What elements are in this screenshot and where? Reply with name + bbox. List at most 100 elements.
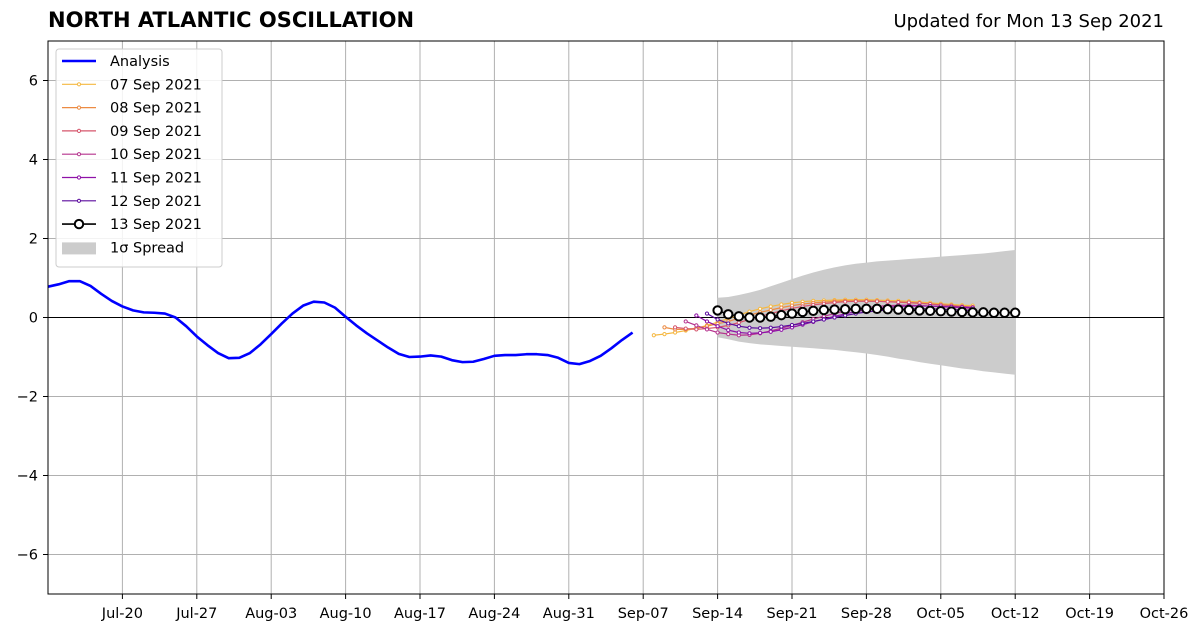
forecast-point [850,303,861,315]
forecast-point [818,304,830,316]
x-tick-label: Sep-28 [841,606,892,622]
forecast-point [712,305,723,316]
forecast-point [832,315,837,320]
forecast-point [736,330,741,335]
x-tick-label: Oct-05 [916,606,965,622]
legend-entry: 11 Sep 2021 [62,171,202,187]
legend-entry: 12 Sep 2021 [62,194,202,210]
forecast-point [786,308,798,319]
legend-entry: 10 Sep 2021 [62,147,202,163]
forecast-point [789,322,795,328]
y-tick-label: 6 [29,74,38,90]
legend-marker [76,128,82,133]
legend-entry: Analysis [62,54,170,70]
forecast-point [843,313,848,318]
forecast-point [839,304,851,315]
forecast-point [914,305,925,316]
forecast-point [1010,307,1021,318]
y-tick-label: −6 [17,548,38,564]
y-axis-ticks: −6 −4 −2 0 2 4 6 [17,74,48,564]
legend-marker [76,175,82,180]
forecast-point [704,311,710,316]
forecast-point [672,325,678,330]
legend: Analysis 07 Sep 2021 08 Sep 2021 09 Sep 202… [55,48,223,268]
forecast-point [811,319,816,324]
forecast-point [808,305,819,316]
forecast-point [694,327,699,332]
forecast-point [768,307,773,313]
forecast-point [736,320,741,325]
legend-swatch [62,242,96,255]
legend-label: 10 Sep 2021 [110,147,202,163]
y-tick-label: 4 [29,153,38,169]
legend-marker [76,198,82,203]
forecast-point [723,309,734,320]
legend-label: 08 Sep 2021 [110,101,202,117]
legend-label: 07 Sep 2021 [110,77,202,93]
forecast-point [715,330,720,335]
forecast-point [829,304,840,315]
forecast-point [694,323,699,328]
legend-box [55,48,223,268]
legend-entry: 08 Sep 2021 [62,101,202,117]
legend-entry: 1σ Spread [62,240,184,256]
forecast-point [747,325,752,330]
forecast-point [736,324,741,329]
x-tick-label: Oct-19 [1065,606,1114,622]
chart-subtitle: Updated for Mon 13 Sep 2021 [893,11,1164,32]
x-tick-label: Aug-17 [394,606,446,622]
forecast-point [946,306,957,317]
x-tick-label: Oct-26 [1140,606,1189,622]
forecast-point [704,327,710,332]
forecast-point [779,324,784,329]
forecast-point [861,303,872,315]
forecast-point [800,321,805,326]
legend-marker [76,105,82,110]
forecast-point [882,304,893,315]
forecast-point [768,325,773,330]
forecast-point [715,324,720,329]
chart-title: NORTH ATLANTIC OSCILLATION [48,8,415,32]
forecast-point [726,328,731,333]
forecast-point [758,330,763,336]
legend-marker [76,152,82,157]
forecast-point [765,311,776,322]
forecast-point [715,317,720,322]
forecast-point [821,317,826,322]
forecast-point [978,307,989,318]
legend-label: Analysis [110,54,170,70]
forecast-point [893,304,904,315]
forecast-point [683,326,688,331]
forecast-point [832,300,837,305]
forecast-point [726,331,731,337]
y-tick-label: 2 [29,232,38,248]
analysis-line [47,279,634,366]
forecast-point [758,306,763,311]
forecast-point [768,329,773,334]
legend-label: 11 Sep 2021 [110,171,202,187]
x-tick-label: Sep-14 [692,606,743,622]
forecast-point [864,299,869,304]
forecast-point [733,311,745,322]
forecast-point [935,305,946,317]
forecast-series [712,303,1021,323]
legend-label: 09 Sep 2021 [110,124,202,140]
forecast-point [797,306,808,318]
x-tick-label: Aug-31 [543,606,595,622]
forecast-point [843,299,848,304]
forecast-point [874,299,880,304]
forecast-point [662,331,667,337]
x-tick-label: Oct-12 [991,606,1040,622]
forecast-point [744,312,755,323]
forecast-point [924,305,936,316]
legend-marker [73,218,85,230]
forecast-point [988,307,1000,318]
legend-entry: 13 Sep 2021 [62,217,202,233]
x-tick-label: Aug-24 [468,606,520,622]
forecast-point [768,304,773,309]
forecast-point [999,307,1010,318]
legend-entry: 07 Sep 2021 [62,77,202,93]
forecast-point [758,326,763,331]
legend-entry: 09 Sep 2021 [62,124,202,140]
